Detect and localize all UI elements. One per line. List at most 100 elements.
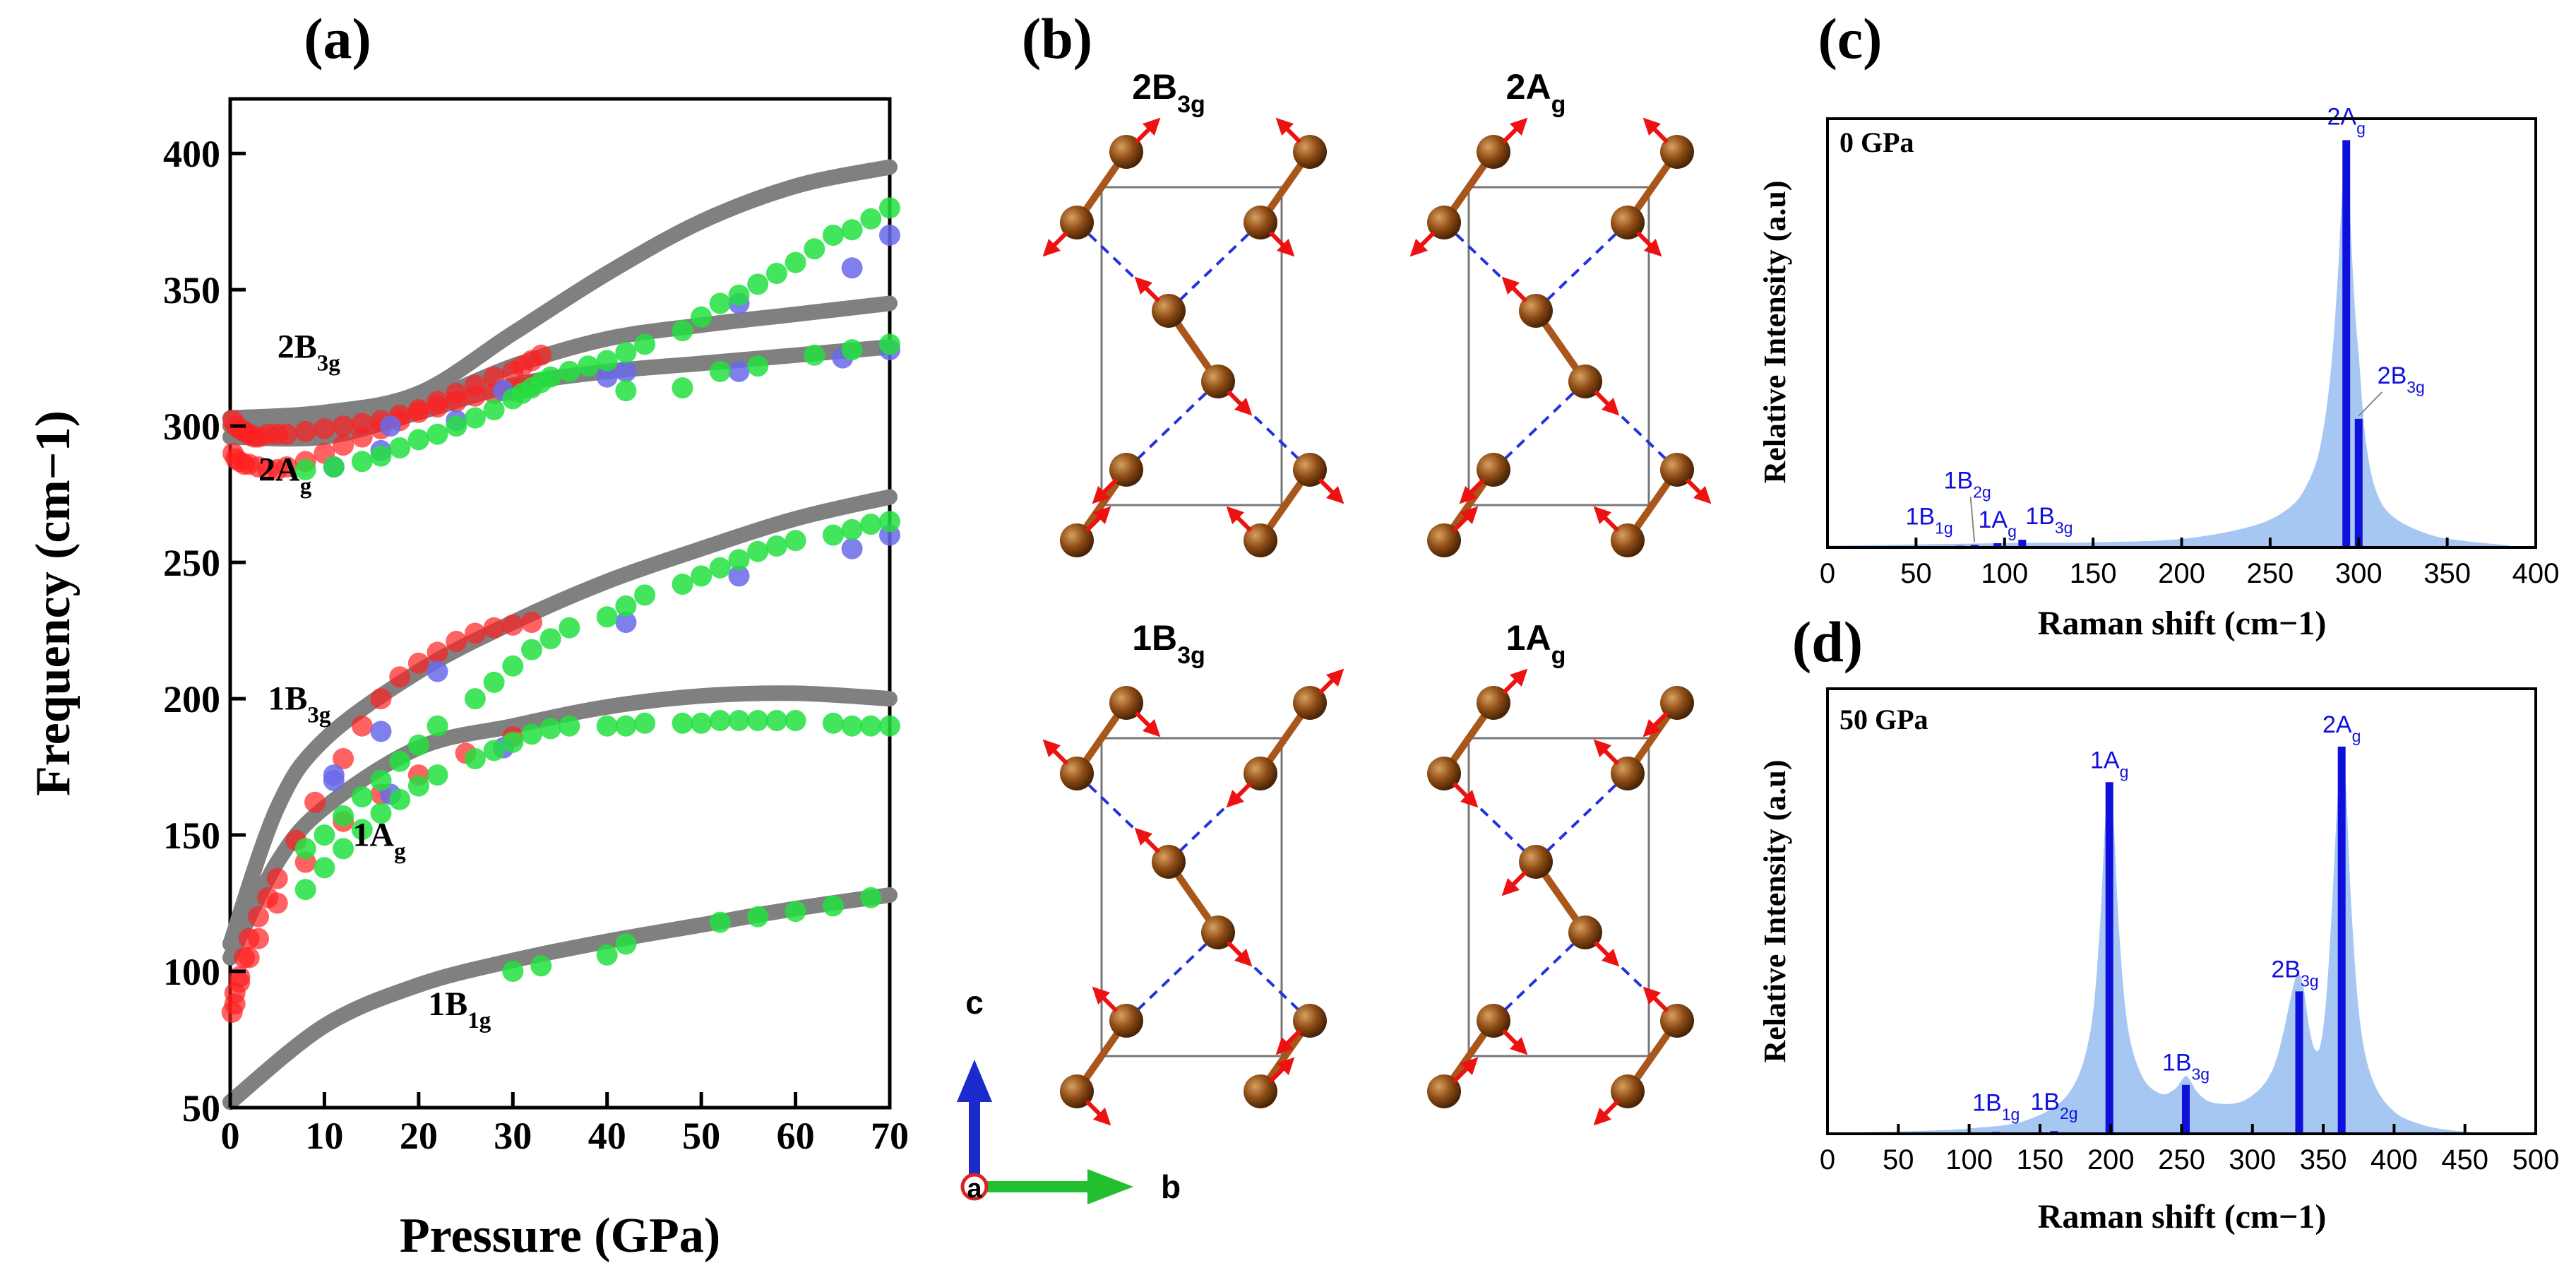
data-point-green: [747, 540, 769, 562]
data-point-blue: [841, 257, 863, 279]
data-point-blue: [841, 538, 863, 559]
mode-title: 1B3g: [1132, 618, 1205, 669]
atom: [1244, 206, 1277, 239]
data-point-green: [709, 710, 731, 731]
unit-cell: [1467, 737, 1650, 1057]
c-axis-label: c: [965, 984, 984, 1021]
dashed-bond: [1167, 221, 1262, 312]
atom: [1109, 1004, 1143, 1038]
displacement-arrow: [1042, 230, 1069, 257]
x-tick-label: 300: [2335, 558, 2383, 589]
atom: [1427, 206, 1461, 239]
displacement-arrow: [1226, 389, 1253, 416]
structure-view-1Ag: 1Ag: [1427, 618, 1694, 1126]
x-tick-label: 10: [305, 1115, 343, 1157]
x-tick-label: 0: [221, 1115, 240, 1157]
displacement-arrow: [1501, 276, 1528, 303]
data-point-green: [559, 715, 580, 737]
data-point-green: [323, 456, 345, 478]
x-tick-label: 100: [1945, 1144, 1993, 1175]
data-point-red: [224, 993, 246, 1015]
mode-title: 2Ag: [1506, 67, 1566, 118]
data-point-green: [351, 451, 373, 473]
panel-label-d: (d): [1792, 610, 1863, 674]
dashed-bond: [1492, 931, 1587, 1022]
data-point-red: [314, 418, 335, 439]
peak-label-1B2g: 1B2g: [1944, 467, 1991, 501]
displacement-arrow: [1226, 781, 1253, 808]
data-point-red: [530, 344, 552, 366]
data-point-red: [389, 666, 411, 688]
peak-label-2Ag: 2Ag: [2327, 103, 2366, 137]
data-point-red: [464, 385, 486, 407]
data-point-red: [333, 434, 354, 456]
data-point-green: [728, 284, 750, 306]
data-point-green: [765, 710, 787, 731]
panel-d-spectrum: 1B1g 1B2g 1Ag 1B3g 2B3g 2Ag: [1827, 711, 2479, 1134]
data-point-green: [578, 355, 599, 377]
atom: [1660, 453, 1694, 487]
panel-a-ticks: 0 10 20 30 40 50 60 70 50 100 150 200 250 300 350 400: [163, 133, 909, 1157]
atom: [1660, 686, 1694, 720]
mode-label-1Ag: 1Ag: [352, 816, 406, 864]
data-point-green: [785, 530, 806, 552]
x-tick-label: 50: [1900, 558, 1932, 589]
data-point-green: [294, 458, 316, 480]
y-tick-label: 350: [163, 269, 220, 312]
data-point-green: [464, 748, 486, 769]
data-point-green: [615, 933, 637, 955]
peak-label-2B3g: 2B3g: [2271, 956, 2318, 990]
atom: [1477, 686, 1510, 720]
data-point-red: [276, 423, 298, 445]
atom: [1060, 1074, 1094, 1108]
displacement-arrow: [1501, 668, 1528, 695]
atom: [1477, 1004, 1510, 1038]
data-point-red: [229, 971, 251, 993]
data-point-green: [691, 306, 712, 328]
x-tick-label: 400: [2512, 558, 2560, 589]
dashed-bond: [1492, 380, 1587, 471]
data-point-blue: [615, 612, 637, 633]
data-point-green: [841, 715, 863, 737]
data-point-green: [841, 518, 863, 540]
data-point-green: [446, 415, 467, 437]
atom: [1568, 915, 1602, 949]
mode-title: 1Ag: [1506, 618, 1566, 669]
atom: [1427, 757, 1461, 790]
panel-b-axis-triad: c a b: [957, 984, 1181, 1205]
data-point-blue: [323, 764, 345, 786]
data-point-green: [860, 715, 882, 737]
atom: [1568, 365, 1602, 398]
mode-label-2Ag: 2Ag: [258, 451, 312, 499]
displacement-arrow: [1642, 986, 1669, 1013]
mode-label-1B3g: 1B3g: [268, 680, 331, 728]
spectrum-envelope: [1827, 746, 2479, 1134]
data-point-green: [672, 712, 693, 734]
data-point-green: [747, 273, 769, 295]
data-point-green: [860, 887, 882, 908]
y-tick-label: 250: [163, 542, 220, 584]
atom: [1611, 757, 1645, 790]
data-point-red: [304, 791, 326, 813]
data-point-green: [785, 710, 806, 731]
displacement-arrow: [1318, 478, 1344, 504]
x-tick-label: 500: [2512, 1144, 2560, 1175]
panel-label-c: (c): [1818, 6, 1882, 71]
x-tick-label: 250: [2247, 558, 2294, 589]
displacement-arrow: [1134, 117, 1161, 144]
mode-title: 2B3g: [1132, 67, 1205, 118]
data-point-green: [427, 715, 448, 737]
atom: [1109, 686, 1143, 720]
panel-a-chart: 0 10 20 30 40 50 60 70 50 100 150 200 250 300 350 400 2…: [26, 97, 909, 1263]
data-point-green: [539, 628, 561, 650]
data-point-green: [314, 857, 335, 879]
displacement-arrow: [1085, 1099, 1111, 1126]
data-point-green: [464, 407, 486, 429]
data-point-red: [333, 748, 354, 769]
data-point-red: [266, 892, 288, 914]
data-point-red: [266, 867, 288, 889]
data-point-green: [785, 901, 806, 923]
displacement-arrow: [1452, 781, 1479, 808]
